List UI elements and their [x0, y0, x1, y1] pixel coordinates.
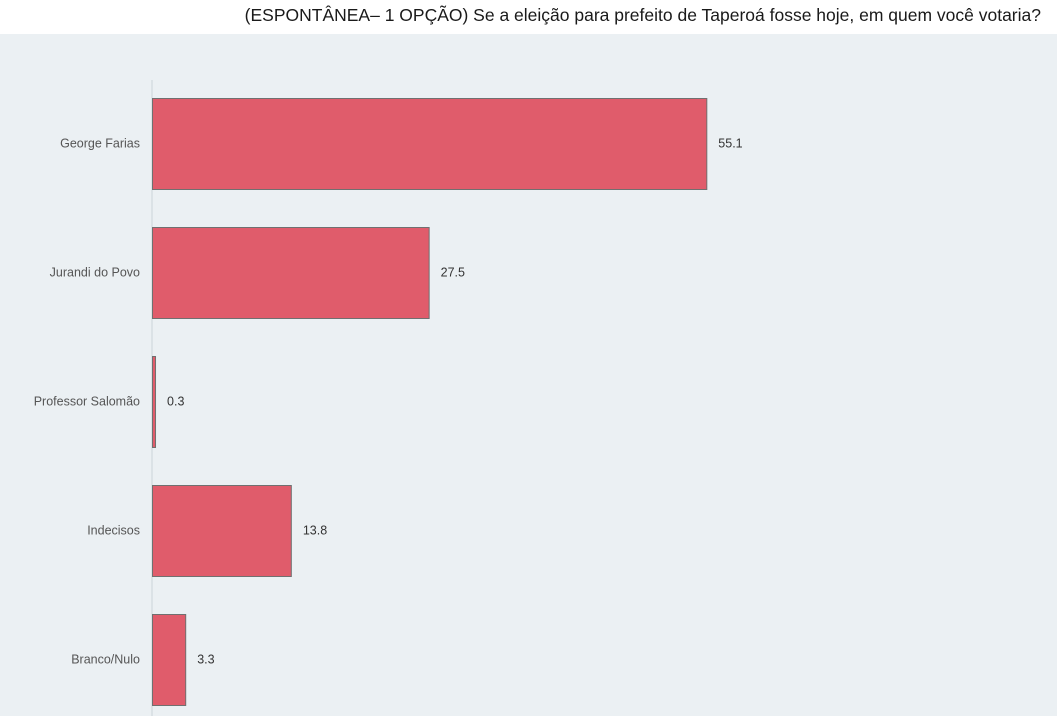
category-label: Professor Salomão — [34, 395, 140, 409]
category-label: Branco/Nulo — [71, 653, 140, 667]
bar-group: Jurandi do Povo 27.5 — [50, 227, 465, 319]
category-label: Jurandi do Povo — [50, 266, 140, 280]
bar-group: George Farias 55.1 — [60, 98, 743, 190]
bar-group: Indecisos 13.8 — [87, 485, 327, 577]
value-label: 27.5 — [441, 266, 465, 280]
bar — [152, 227, 430, 319]
value-label: 13.8 — [303, 524, 327, 538]
chart-title: (ESPONTÂNEA– 1 OPÇÃO) Se a eleição para … — [244, 5, 1041, 25]
value-label: 0.3 — [167, 395, 184, 409]
category-label: Indecisos — [87, 524, 140, 538]
bar-group: Professor Salomão 0.3 — [34, 356, 184, 448]
bar — [152, 356, 157, 448]
chart-header: (ESPONTÂNEA– 1 OPÇÃO) Se a eleição para … — [0, 0, 1057, 34]
value-label: 55.1 — [718, 137, 742, 151]
bar — [152, 614, 187, 706]
bar — [152, 485, 292, 577]
bar-group: Branco/Nulo 3.3 — [71, 614, 215, 706]
bar — [152, 98, 708, 190]
category-label: George Farias — [60, 137, 140, 151]
value-label: 3.3 — [197, 653, 214, 667]
